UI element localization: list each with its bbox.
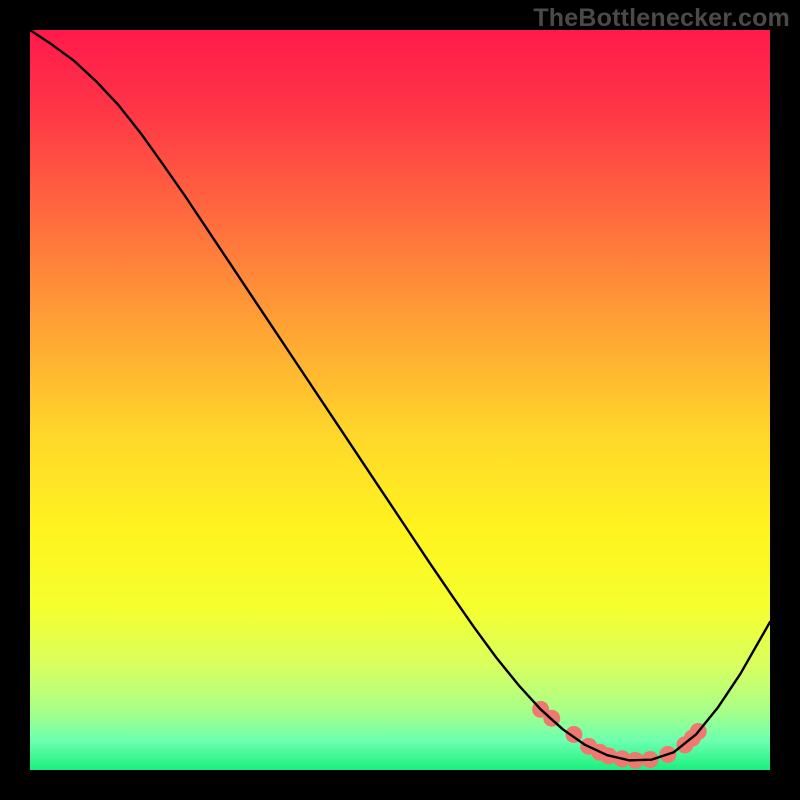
gradient-background <box>30 30 770 770</box>
watermark-label: TheBottlenecker.com <box>533 4 790 33</box>
chart-svg <box>0 0 800 800</box>
chart-container: TheBottlenecker.com <box>0 0 800 800</box>
